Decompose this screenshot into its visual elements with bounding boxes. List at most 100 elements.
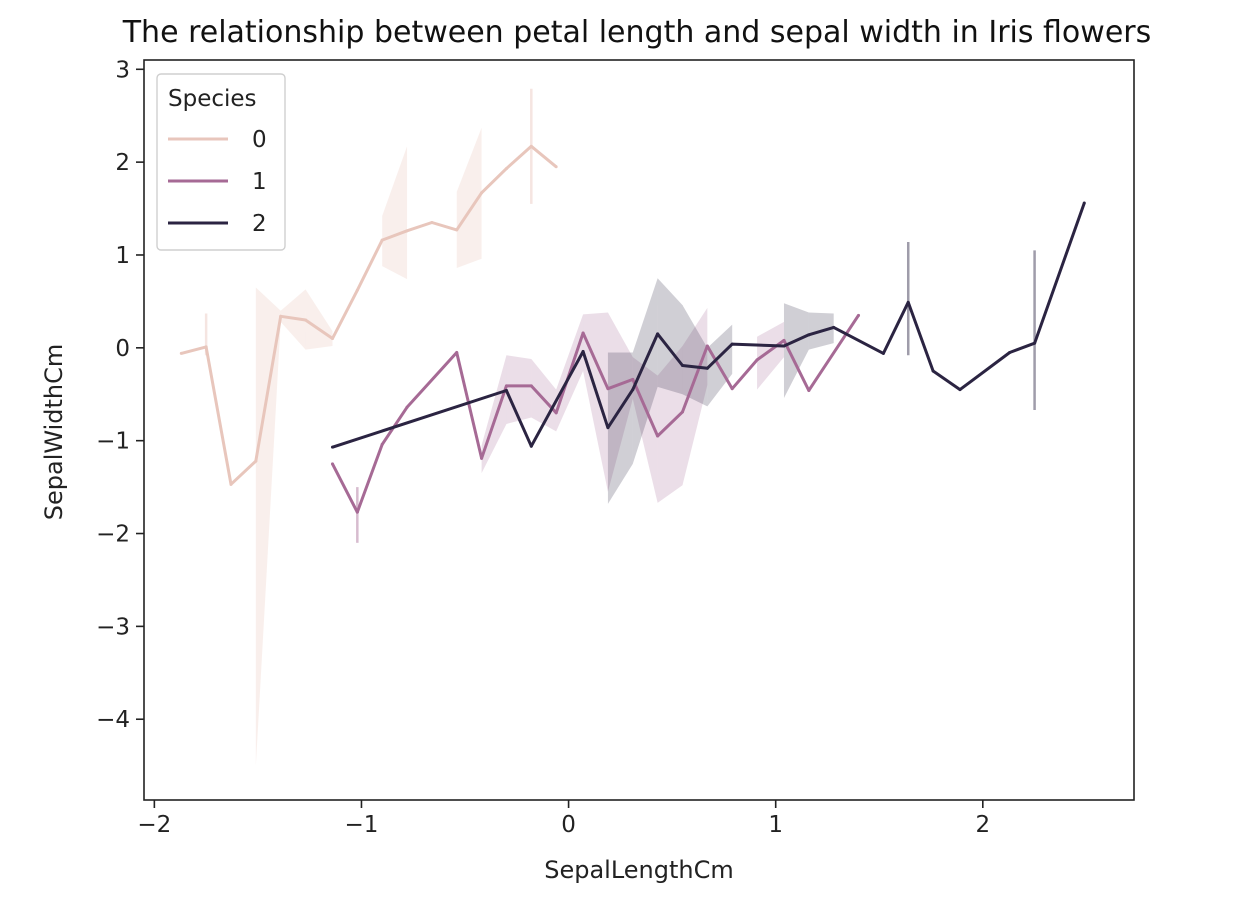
series-2-point xyxy=(631,388,635,392)
y-tick-label: −3 xyxy=(96,614,130,640)
series-0-point xyxy=(355,288,359,292)
series-2-ci-band xyxy=(783,303,809,398)
y-tick-label: 1 xyxy=(115,243,130,269)
chart-title: The relationship between petal length an… xyxy=(122,15,1152,50)
x-tick-label: −2 xyxy=(137,812,171,838)
series-1-point xyxy=(656,434,660,438)
series-0-ci-band xyxy=(382,146,408,280)
series-2-point xyxy=(931,369,935,373)
series-1-point xyxy=(606,387,610,391)
y-axis-title: SepalWidthCm xyxy=(40,344,68,520)
series-0-point xyxy=(455,228,459,232)
series-2-ci-band xyxy=(632,278,658,464)
series-2-point xyxy=(1008,350,1012,354)
x-tick-label: 1 xyxy=(768,812,783,838)
series-0-point xyxy=(304,318,308,322)
series-0-point xyxy=(279,314,283,318)
series-2-point xyxy=(958,388,962,392)
series-1-point xyxy=(807,389,811,393)
series-2-point xyxy=(581,350,585,354)
legend: Species 0 1 2 xyxy=(156,73,286,251)
series-1-point xyxy=(529,384,533,388)
series-0-point xyxy=(554,165,558,169)
series-2-line xyxy=(332,202,1086,449)
series-0-ci-band xyxy=(456,127,482,268)
series-2-point xyxy=(680,363,684,367)
series-0-ci-band xyxy=(255,287,281,766)
series-0-line xyxy=(180,144,558,486)
x-tick-label: 0 xyxy=(561,812,576,838)
series-2-point xyxy=(656,332,660,336)
series-2-point xyxy=(1082,201,1086,205)
series-2-point xyxy=(807,333,811,337)
series-1-point xyxy=(705,344,709,348)
series-1-ci-band xyxy=(481,355,507,474)
series-1-point xyxy=(680,410,684,414)
series-0-ci-band xyxy=(305,289,333,350)
series-2-point xyxy=(832,325,836,329)
y-tick-label: −1 xyxy=(96,429,130,455)
series-0-point xyxy=(504,167,508,171)
series-1-line xyxy=(331,314,860,514)
series-0-point xyxy=(380,238,384,242)
series-1-point xyxy=(782,338,786,342)
series-1-point xyxy=(380,442,384,446)
series-1-ci-band xyxy=(682,307,708,486)
series-2-point xyxy=(705,366,709,370)
series-2-point xyxy=(529,444,533,448)
y-tick-label: 2 xyxy=(115,150,130,176)
x-tick-label: −1 xyxy=(345,812,379,838)
series-0-point xyxy=(330,337,334,341)
series-2-point xyxy=(906,300,910,304)
series-1-ci-band xyxy=(607,312,633,492)
series-1-point xyxy=(455,350,459,354)
series-0-point xyxy=(529,144,533,148)
series-lines xyxy=(179,144,1086,514)
legend-title: Species xyxy=(168,86,257,112)
legend-label-1: 1 xyxy=(252,169,267,195)
series-1-point xyxy=(330,462,334,466)
legend-label-2: 2 xyxy=(252,211,267,237)
y-tick-label: 0 xyxy=(115,336,130,362)
series-0-point xyxy=(229,482,233,486)
series-0-point xyxy=(254,459,258,463)
confidence-bands xyxy=(204,88,1036,766)
legend-box xyxy=(156,73,286,251)
y-tick-label: −2 xyxy=(96,522,130,548)
series-1-point xyxy=(857,313,861,317)
series-1-point xyxy=(480,456,484,460)
series-1-point xyxy=(554,411,558,415)
series-1-point xyxy=(355,510,359,514)
series-1-point xyxy=(730,387,734,391)
series-1-ci-band xyxy=(583,312,608,492)
plot-area-frame xyxy=(143,59,1135,801)
series-2-ci-band xyxy=(682,305,708,407)
series-0-point xyxy=(179,351,183,355)
series-1-point xyxy=(581,331,585,335)
series-1-ci-band xyxy=(506,355,532,424)
legend-label-0: 0 xyxy=(252,127,267,153)
y-tick-label: −4 xyxy=(96,707,130,733)
series-2-point xyxy=(881,351,885,355)
series-1-point xyxy=(631,377,635,381)
series-0-point xyxy=(405,229,409,233)
series-2-point xyxy=(782,344,786,348)
series-0-point xyxy=(204,345,208,349)
axis-ticks: −2 −1 0 1 2 −4 −3 −2 −1 0 1 2 3 xyxy=(96,57,990,838)
series-2-point xyxy=(504,389,508,393)
series-2-point xyxy=(606,426,610,430)
series-2-point xyxy=(1033,341,1037,345)
x-tick-label: 2 xyxy=(975,812,990,838)
series-2-ci-band xyxy=(657,278,683,395)
series-1-point xyxy=(405,405,409,409)
series-1-point xyxy=(755,358,759,362)
series-0-point xyxy=(480,191,484,195)
series-2-ci-band xyxy=(607,352,633,504)
series-1-ci-band xyxy=(757,321,784,390)
series-0-point xyxy=(430,220,434,224)
series-2-point xyxy=(330,445,334,449)
series-1-point xyxy=(504,384,508,388)
series-2-point xyxy=(730,342,734,346)
y-tick-label: 3 xyxy=(115,57,130,83)
